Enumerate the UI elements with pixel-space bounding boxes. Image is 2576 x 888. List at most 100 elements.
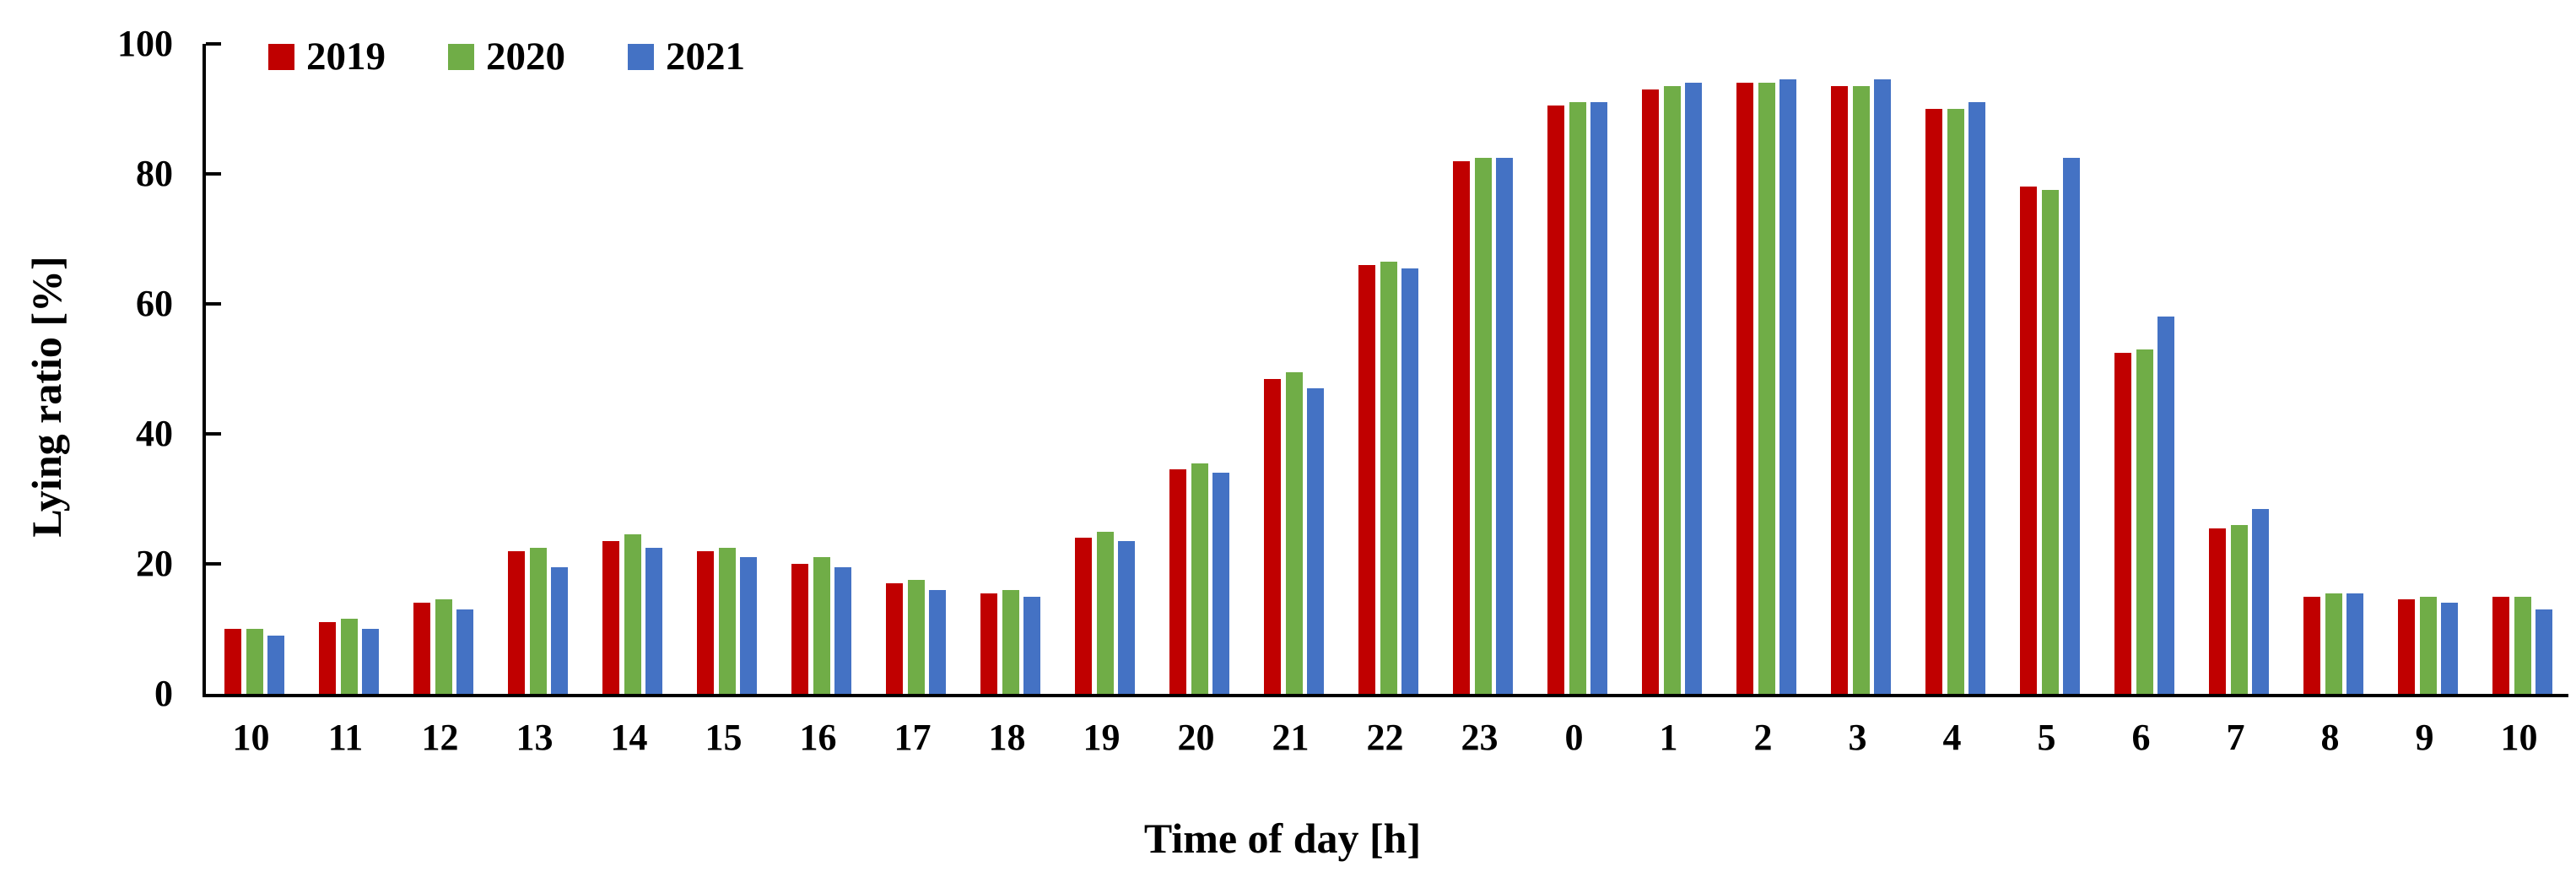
x-tick-label-15: 1 [1659, 717, 1678, 758]
bar-2019-h12 [413, 603, 430, 694]
x-tick-label-7: 17 [894, 717, 932, 758]
legend-swatch-2019 [268, 44, 294, 70]
legend: 2019 2020 2021 [268, 37, 745, 77]
bar-2021-h17 [929, 589, 946, 694]
x-axis-title: Time of day [h] [1143, 815, 1422, 862]
x-tick-label-1: 11 [327, 717, 364, 758]
x-tick-label-2: 12 [421, 717, 459, 758]
bar-2020-h7 [2230, 524, 2248, 694]
bar-2019-h2 [1736, 83, 1753, 694]
bar-2020-h15 [718, 547, 736, 694]
y-tick-label-60: 60 [136, 283, 173, 324]
bar-2021-h0 [1590, 102, 1607, 694]
bar-2021-h1 [1685, 83, 1702, 694]
bar-2019-h23 [1453, 160, 1470, 694]
x-axis-tick-labels: 10 11 12 13 14 15 16 17 18 19 20 21 22 23 0 1 2 3 4 5 6 7 8 9 10 [203, 719, 2565, 770]
y-tick-label-100: 100 [117, 23, 173, 64]
bar-2020-h21 [1285, 371, 1303, 694]
bar-2020-h19 [1096, 531, 1114, 694]
bar-2019-h9 [2398, 599, 2415, 694]
bar-2020-h4 [1947, 109, 1964, 694]
bar-2019-h10 [224, 629, 241, 694]
y-tick-label-80: 80 [136, 153, 173, 194]
x-tick-label-16: 2 [1753, 717, 1773, 758]
bar-2019-h22 [1358, 264, 1375, 694]
x-tick-label-8: 18 [988, 717, 1026, 758]
x-tick-label-19: 5 [2037, 717, 2056, 758]
bar-2021-h19 [1118, 541, 1135, 694]
bar-2019-h19 [1075, 538, 1092, 694]
plot-area [203, 42, 2568, 697]
y-tick-mark-20 [206, 562, 221, 566]
y-tick-label-40: 40 [136, 413, 173, 454]
bar-2019-h11 [319, 622, 336, 694]
bar-2021-h20 [1212, 473, 1229, 694]
bar-2020-h6 [2136, 349, 2153, 694]
bar-2021-h12 [456, 609, 473, 694]
y-tick-mark-80 [206, 172, 221, 176]
bar-2020-h10 [2514, 596, 2531, 694]
bar-2020-h10 [246, 629, 263, 694]
bar-2019-h3 [1831, 86, 1848, 694]
bar-2021-h10 [267, 635, 284, 694]
bar-2019-h18 [980, 593, 997, 694]
bar-2021-h4 [1968, 102, 1985, 694]
x-tick-label-3: 13 [516, 717, 554, 758]
legend-label-2020: 2020 [486, 35, 565, 79]
legend-item-2019: 2019 [268, 37, 386, 77]
y-tick-mark-100 [206, 42, 221, 46]
y-tick-mark-40 [206, 432, 221, 436]
bar-2021-h5 [2063, 157, 2080, 694]
bar-2020-h22 [1380, 261, 1397, 694]
x-tick-label-4: 14 [610, 717, 648, 758]
bar-2020-h5 [2041, 190, 2059, 694]
bar-2019-h7 [2209, 528, 2226, 694]
x-tick-label-17: 3 [1848, 717, 1867, 758]
y-axis-tick-labels: 0 20 40 60 80 100 [0, 25, 173, 712]
bar-2021-h8 [2346, 593, 2363, 694]
bar-2019-h10 [2492, 596, 2509, 694]
bar-2021-h10 [2535, 609, 2552, 694]
bar-2020-h8 [2325, 593, 2342, 694]
bar-2021-h22 [1401, 268, 1418, 694]
x-tick-label-10: 20 [1177, 717, 1215, 758]
bar-2021-h15 [740, 557, 757, 694]
bar-2021-h13 [551, 566, 568, 694]
bar-2020-h23 [1474, 157, 1492, 694]
y-tick-mark-60 [206, 302, 221, 306]
x-tick-label-11: 21 [1272, 717, 1310, 758]
bar-2019-h1 [1642, 89, 1659, 694]
bar-2020-h2 [1758, 83, 1775, 694]
bar-2021-h9 [2441, 603, 2458, 694]
x-tick-label-5: 15 [705, 717, 743, 758]
bar-2020-h12 [435, 599, 452, 694]
bar-2020-h16 [813, 557, 830, 694]
bar-2021-h7 [2252, 508, 2269, 694]
bar-2021-h23 [1496, 157, 1513, 694]
x-tick-label-18: 4 [1942, 717, 1962, 758]
bar-2020-h9 [2419, 596, 2437, 694]
bar-2021-h18 [1023, 596, 1040, 694]
x-tick-label-12: 22 [1366, 717, 1404, 758]
legend-label-2021: 2021 [666, 35, 745, 79]
x-tick-label-21: 7 [2226, 717, 2245, 758]
legend-swatch-2020 [448, 44, 474, 70]
y-tick-label-20: 20 [136, 543, 173, 584]
x-tick-label-0: 10 [232, 717, 270, 758]
x-tick-label-6: 16 [799, 717, 837, 758]
bar-2019-h8 [2303, 596, 2320, 694]
bar-2019-h13 [508, 550, 525, 694]
bar-2021-h16 [834, 566, 851, 694]
bar-2020-h3 [1852, 86, 1870, 694]
bar-2021-h2 [1779, 79, 1796, 694]
bar-2020-h11 [340, 619, 358, 694]
bar-2021-h11 [362, 629, 379, 694]
bar-2019-h0 [1547, 106, 1564, 694]
bar-2019-h14 [602, 541, 619, 694]
bar-2021-h3 [1874, 79, 1891, 694]
legend-item-2021: 2021 [628, 37, 745, 77]
bar-2020-h14 [624, 534, 641, 694]
bar-2020-h13 [529, 547, 547, 694]
bar-2021-h14 [645, 547, 662, 694]
